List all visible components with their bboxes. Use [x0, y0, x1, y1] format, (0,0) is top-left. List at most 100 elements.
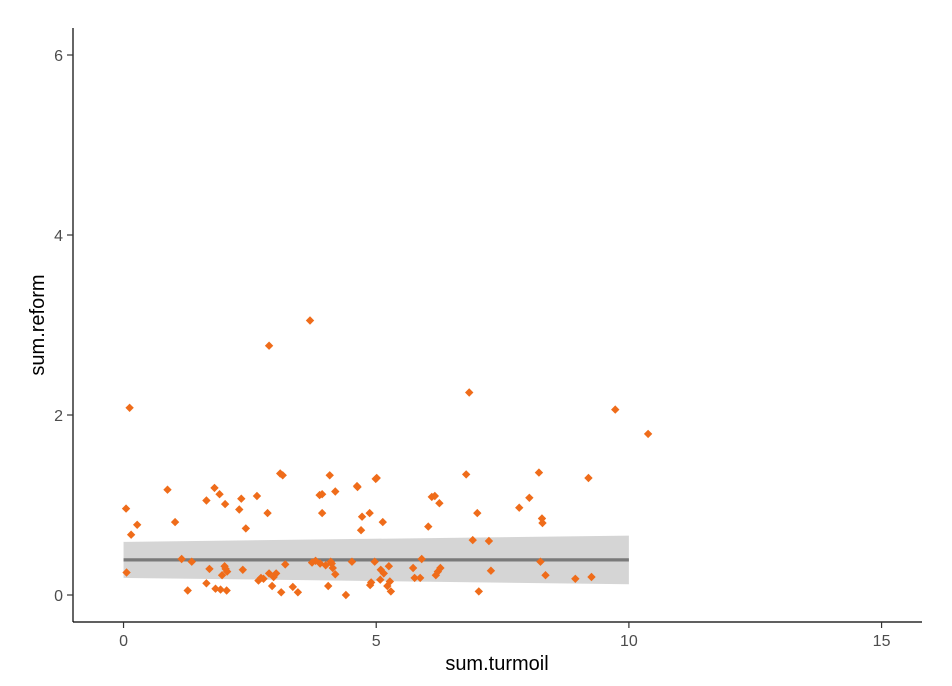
data-point	[372, 473, 381, 483]
data-point	[376, 575, 385, 584]
y-tick-label: 4	[54, 228, 63, 245]
data-point	[365, 508, 374, 518]
data-point	[241, 524, 251, 533]
y-axis-ticks: 0 2 4 6	[54, 48, 73, 605]
data-point	[465, 388, 474, 397]
data-point	[170, 517, 180, 527]
data-point	[122, 568, 131, 577]
data-point	[202, 496, 211, 505]
data-point	[238, 565, 247, 574]
data-point	[325, 471, 334, 480]
x-axis-title: sum.turmoil	[445, 653, 548, 675]
data-point	[587, 572, 596, 582]
data-point	[357, 512, 367, 521]
data-point	[484, 536, 494, 546]
data-point	[408, 563, 418, 573]
data-point	[183, 586, 192, 595]
data-point	[216, 585, 225, 594]
data-point	[281, 560, 290, 569]
data-point	[436, 563, 445, 573]
data-point	[515, 503, 524, 512]
data-point	[384, 562, 394, 571]
data-point	[468, 535, 477, 545]
data-point	[324, 581, 333, 591]
data-point	[252, 491, 262, 501]
data-point	[473, 508, 482, 518]
data-point	[376, 565, 385, 574]
data-point	[264, 341, 274, 350]
data-point	[525, 493, 534, 502]
y-tick-label: 2	[54, 408, 63, 425]
data-point	[278, 471, 287, 480]
data-point	[538, 518, 547, 528]
data-point	[215, 490, 224, 499]
data-point	[430, 491, 440, 501]
data-point	[417, 554, 426, 564]
data-point	[353, 482, 362, 492]
data-point	[356, 526, 366, 535]
data-point	[366, 578, 376, 587]
y-tick-label: 0	[54, 588, 63, 605]
data-point	[536, 557, 545, 566]
data-point	[424, 522, 433, 531]
x-tick-label: 5	[372, 633, 381, 650]
data-point	[317, 508, 327, 518]
data-point	[474, 587, 484, 596]
data-point	[317, 490, 327, 499]
data-point	[210, 483, 219, 493]
data-point	[321, 561, 330, 570]
data-point	[163, 485, 172, 494]
data-point	[486, 566, 496, 575]
data-point	[311, 556, 320, 565]
data-point	[386, 587, 396, 596]
data-point	[205, 564, 214, 574]
data-point	[187, 557, 196, 566]
data-point	[267, 581, 277, 591]
data-point	[237, 494, 246, 503]
data-point	[534, 468, 544, 477]
data-point	[220, 499, 230, 509]
data-point	[461, 470, 471, 479]
data-point	[410, 573, 419, 583]
data-point	[132, 520, 142, 529]
y-axis-title: sum.reform	[27, 274, 49, 375]
data-point	[584, 473, 593, 483]
data-points-layer	[121, 316, 653, 600]
data-point	[177, 554, 186, 564]
data-point	[385, 577, 395, 586]
data-point	[431, 571, 441, 580]
x-tick-label: 10	[620, 633, 638, 650]
data-point	[288, 582, 298, 592]
data-point	[259, 574, 268, 583]
data-point	[211, 584, 220, 593]
data-point	[235, 505, 244, 514]
y-tick-label: 6	[54, 48, 63, 65]
data-point	[347, 557, 357, 566]
x-tick-label: 15	[873, 633, 891, 650]
x-axis-ticks: 0 5 10 15	[119, 622, 891, 650]
data-point	[435, 499, 444, 508]
data-point	[379, 569, 388, 578]
data-point	[202, 579, 211, 588]
data-point	[328, 563, 337, 573]
data-point	[378, 517, 387, 527]
data-point	[331, 487, 340, 496]
data-point	[341, 590, 351, 600]
data-point	[271, 569, 281, 578]
data-point	[305, 316, 315, 325]
data-point	[415, 573, 425, 583]
data-point	[125, 403, 134, 412]
x-tick-label: 0	[119, 633, 128, 650]
data-point	[222, 586, 231, 595]
data-point	[222, 567, 232, 576]
data-point	[370, 557, 379, 566]
data-point	[277, 588, 286, 597]
data-point	[217, 571, 227, 580]
data-point	[541, 571, 550, 580]
data-point	[293, 588, 303, 597]
data-point	[331, 570, 340, 579]
data-point	[571, 574, 580, 583]
data-point	[121, 504, 131, 513]
data-point	[221, 564, 230, 574]
data-point	[263, 508, 272, 518]
